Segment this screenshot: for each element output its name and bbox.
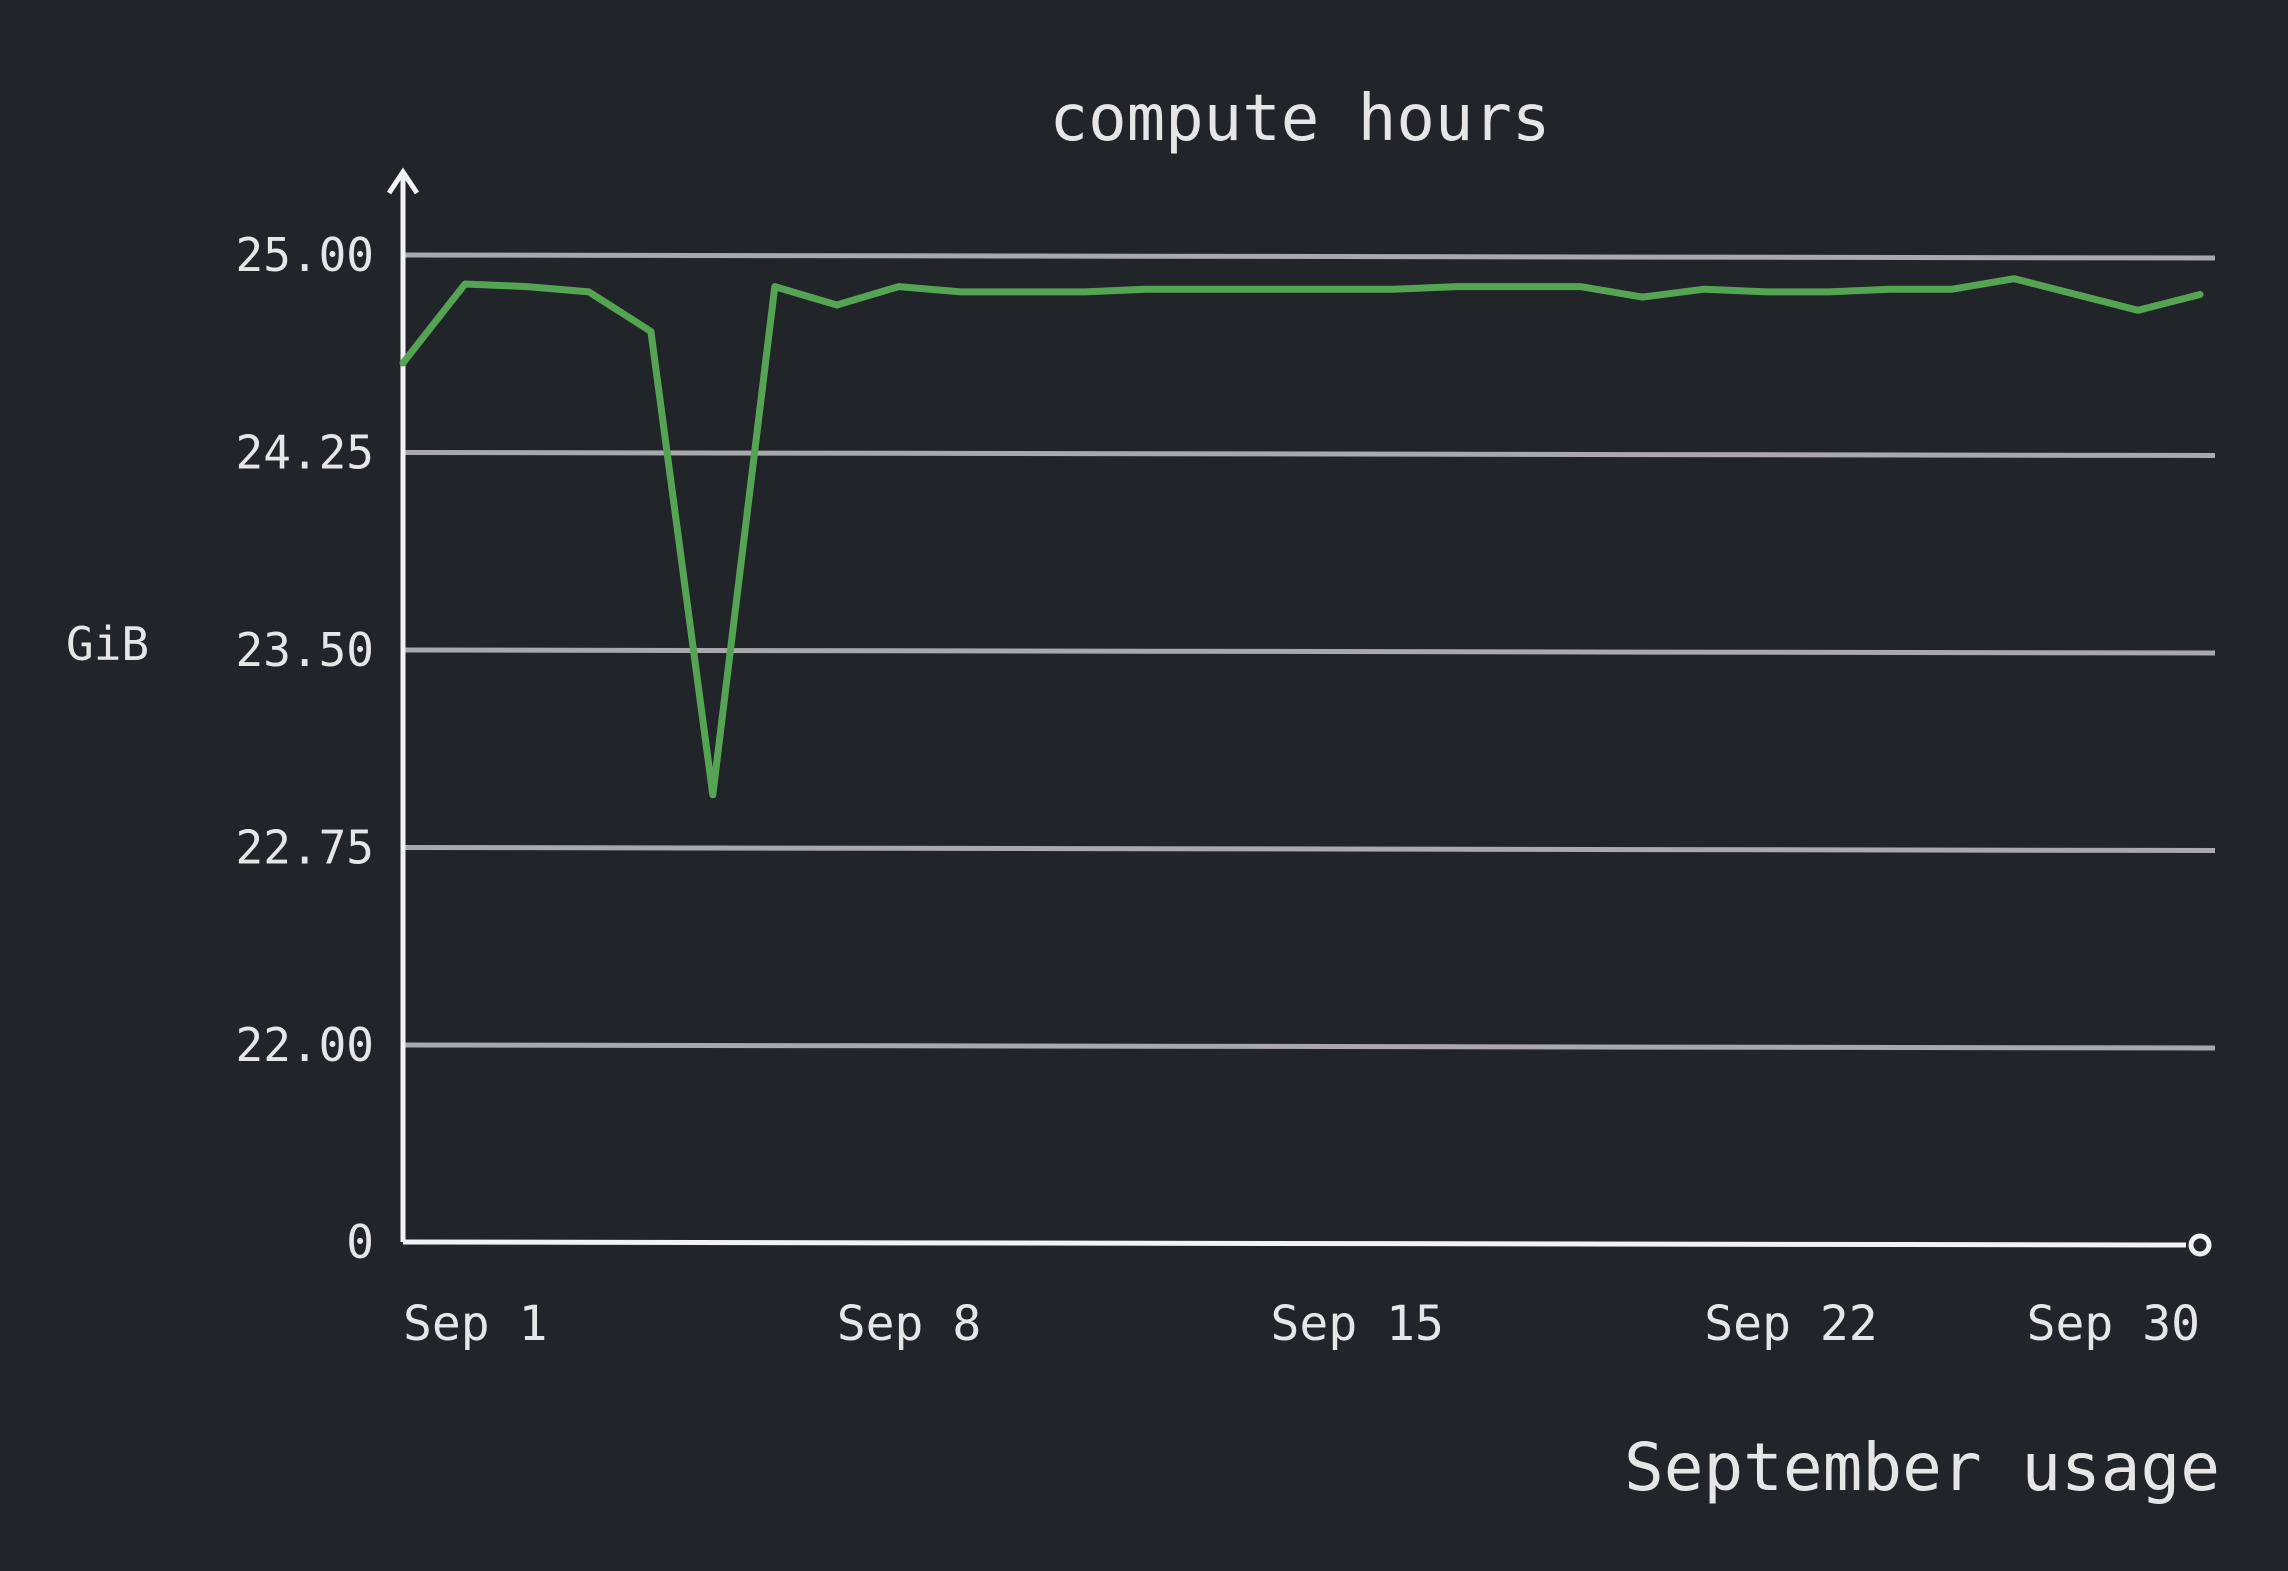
x-tick-label: Sep 22: [1704, 1296, 1877, 1352]
chart-title: compute hours: [1050, 82, 1551, 156]
y-tick-label: 25.00: [236, 228, 374, 282]
y-axis-label: GiB: [66, 617, 149, 671]
x-axis-label: September usage: [1624, 1429, 2220, 1506]
gridline-5: [403, 255, 2215, 258]
y-tick-label: 23.50: [236, 623, 374, 677]
x-axis-line: [403, 1242, 2186, 1245]
x-tick-labels: Sep 1 Sep 8 Sep 15 Sep 22 Sep 30: [403, 1296, 2200, 1352]
y-tick-label: 0: [346, 1215, 374, 1269]
gridline-4: [403, 453, 2215, 456]
gridline-3: [403, 650, 2215, 653]
x-axis-end-marker: [2191, 1236, 2209, 1254]
x-tick-label: Sep 15: [1271, 1296, 1444, 1352]
gridline-2: [403, 848, 2215, 851]
grid-lines: [403, 255, 2215, 1048]
axes: [389, 172, 2209, 1254]
x-tick-label: Sep 8: [837, 1296, 982, 1352]
x-tick-label: Sep 1: [403, 1296, 548, 1352]
series: [403, 279, 2200, 795]
y-tick-label: 24.25: [236, 426, 374, 480]
gridline-1: [403, 1045, 2215, 1048]
y-tick-labels: 0 22.00 22.75 23.50 24.25 25.00: [236, 228, 374, 1269]
y-tick-label: 22.75: [236, 821, 374, 875]
y-tick-label: 22.00: [236, 1018, 374, 1072]
x-tick-label: Sep 30: [2027, 1296, 2200, 1352]
series-line-0: [403, 279, 2200, 795]
